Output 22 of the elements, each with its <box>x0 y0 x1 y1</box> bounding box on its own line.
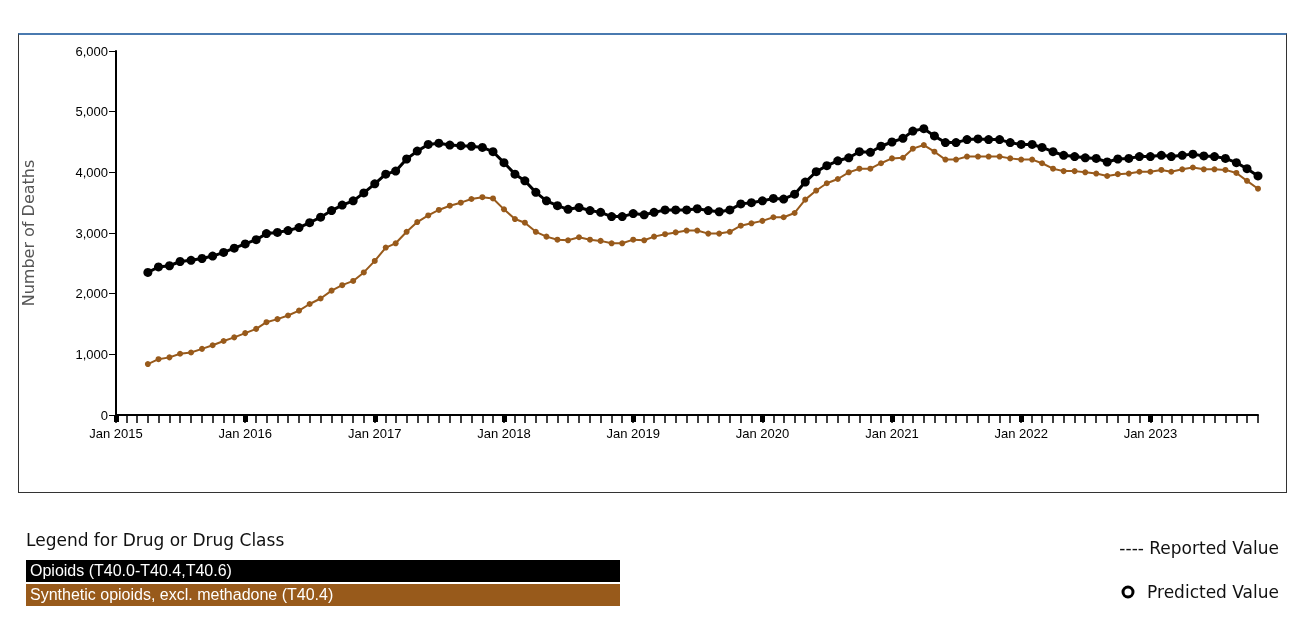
text: Predicted Value <box>1147 582 1279 602</box>
y-tick-label: 0 <box>100 407 108 423</box>
x-tick-label: Jan 2019 <box>606 426 660 441</box>
x-tick-label: Jan 2020 <box>735 426 790 441</box>
x-tick-label: Jan 2015 <box>89 426 143 441</box>
text: ---- Reported Value <box>1119 538 1279 558</box>
x-tick-label: Jan 2023 <box>1123 426 1178 441</box>
y-tick-label: 4,000 <box>75 164 108 180</box>
y-tick-label: 2,000 <box>75 286 108 302</box>
text: Synthetic opioids, excl. methadone (T40.4) <box>26 584 620 606</box>
y-tick-label: 6,000 <box>75 43 108 59</box>
x-tick-label: Jan 2018 <box>477 426 531 441</box>
text: Opioids (T40.0-T40.4,T40.6) <box>26 560 620 582</box>
y-tick-label: 3,000 <box>75 225 108 241</box>
y-axis-title: Number of Deaths <box>18 159 38 307</box>
y-tick-label: 5,000 <box>75 104 108 120</box>
y-tick-label: 1,000 <box>75 346 108 362</box>
legend-title: Legend for Drug or Drug Class <box>26 530 286 550</box>
x-tick-label: Jan 2017 <box>348 426 402 441</box>
x-tick-label: Jan 2021 <box>865 426 919 441</box>
x-tick-label: Jan 2022 <box>994 426 1048 441</box>
x-tick-label: Jan 2016 <box>218 426 272 441</box>
